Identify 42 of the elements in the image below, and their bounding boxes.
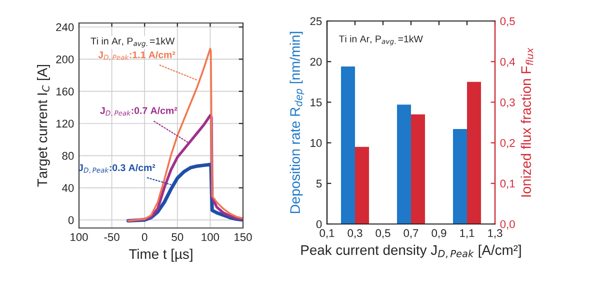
y-tick-label: 25: [310, 17, 322, 26]
y2-tick-label: 0,1: [500, 180, 515, 189]
y-tick-label: 15: [310, 98, 322, 106]
y-axis-title: Deposition rate R$_{dep}$ [nm/min]: [290, 32, 304, 214]
x-tick-label: 0,9: [432, 229, 446, 238]
annotation: J$_{D,Peak}$:1.1 A/cm²: [98, 51, 176, 61]
x-tick-label: 0,1: [320, 229, 334, 238]
x-tick-label: 0,5: [376, 229, 390, 238]
y-tick-label: 20: [310, 58, 322, 66]
x-tick-label: 1,1: [460, 229, 474, 238]
x-tick-label: -50: [104, 233, 120, 242]
y-tick-label: 200: [56, 55, 74, 64]
x-tick-label: 0: [142, 233, 148, 242]
annotation: Ti in Ar, P$_{avg.}$=1kW: [90, 37, 175, 48]
bar: [341, 66, 355, 224]
y2-tick-label: 0,4: [500, 58, 515, 68]
x-tick-label: 150: [234, 233, 252, 242]
annotation: Ti in Ar, P$_{avg.}$=1kW: [338, 35, 423, 46]
y2-tick-label: 0,2: [500, 139, 515, 148]
y-tick-label: 5: [316, 180, 322, 188]
y-tick-label: 120: [56, 120, 74, 128]
y-tick-label: 160: [56, 88, 74, 96]
y2-tick-label: 0,5: [500, 17, 515, 26]
y-tick-label: 40: [62, 184, 74, 192]
x-tick-label: 50: [172, 233, 184, 242]
x-tick-label: 0,7: [404, 229, 418, 238]
y-axis-title: Target current I$_{C}$ [A]: [36, 65, 50, 187]
x-tick-label: 0,3: [348, 229, 362, 238]
y2-axis-title: Ionized flux fraction F$_{flux}$: [520, 48, 534, 197]
x-tick-label: 100: [70, 233, 88, 242]
x-tick-label: 1,3: [488, 229, 502, 238]
y2-tick-label: 0,0: [500, 220, 515, 230]
x-axis-title: Time t [µs]: [129, 248, 192, 262]
y-tick-label: 80: [62, 152, 74, 160]
y-tick-label: 10: [310, 139, 322, 147]
y-tick-label: 0: [316, 220, 322, 228]
y-tick-label: 0: [68, 216, 74, 224]
y2-tick-label: 0,3: [500, 98, 515, 108]
x-axis-title: Peak current density J$_{D,Peak}$ [A/cm²]: [301, 244, 521, 258]
y-tick-label: 240: [56, 23, 74, 32]
x-tick-label: 100: [202, 233, 220, 242]
annotation: J$_{D,Peak}$:0.7 A/cm²: [100, 106, 178, 116]
